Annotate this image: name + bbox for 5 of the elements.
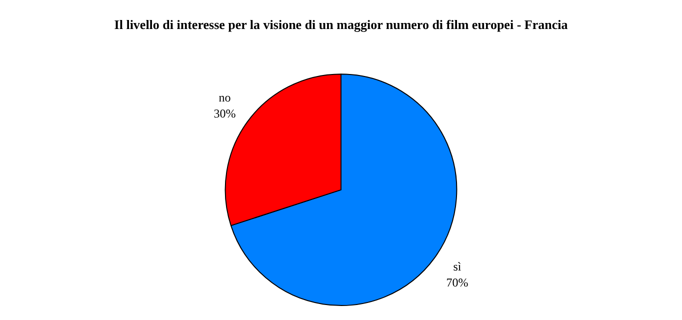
slice-label: no <box>218 90 231 104</box>
data-label: 30% <box>214 106 236 120</box>
slice-label: sì <box>453 259 462 274</box>
data-label: 70% <box>446 275 468 290</box>
chart-title: Il livello di interesse per la visione di un maggior numero di film europei - Francia <box>114 17 568 32</box>
